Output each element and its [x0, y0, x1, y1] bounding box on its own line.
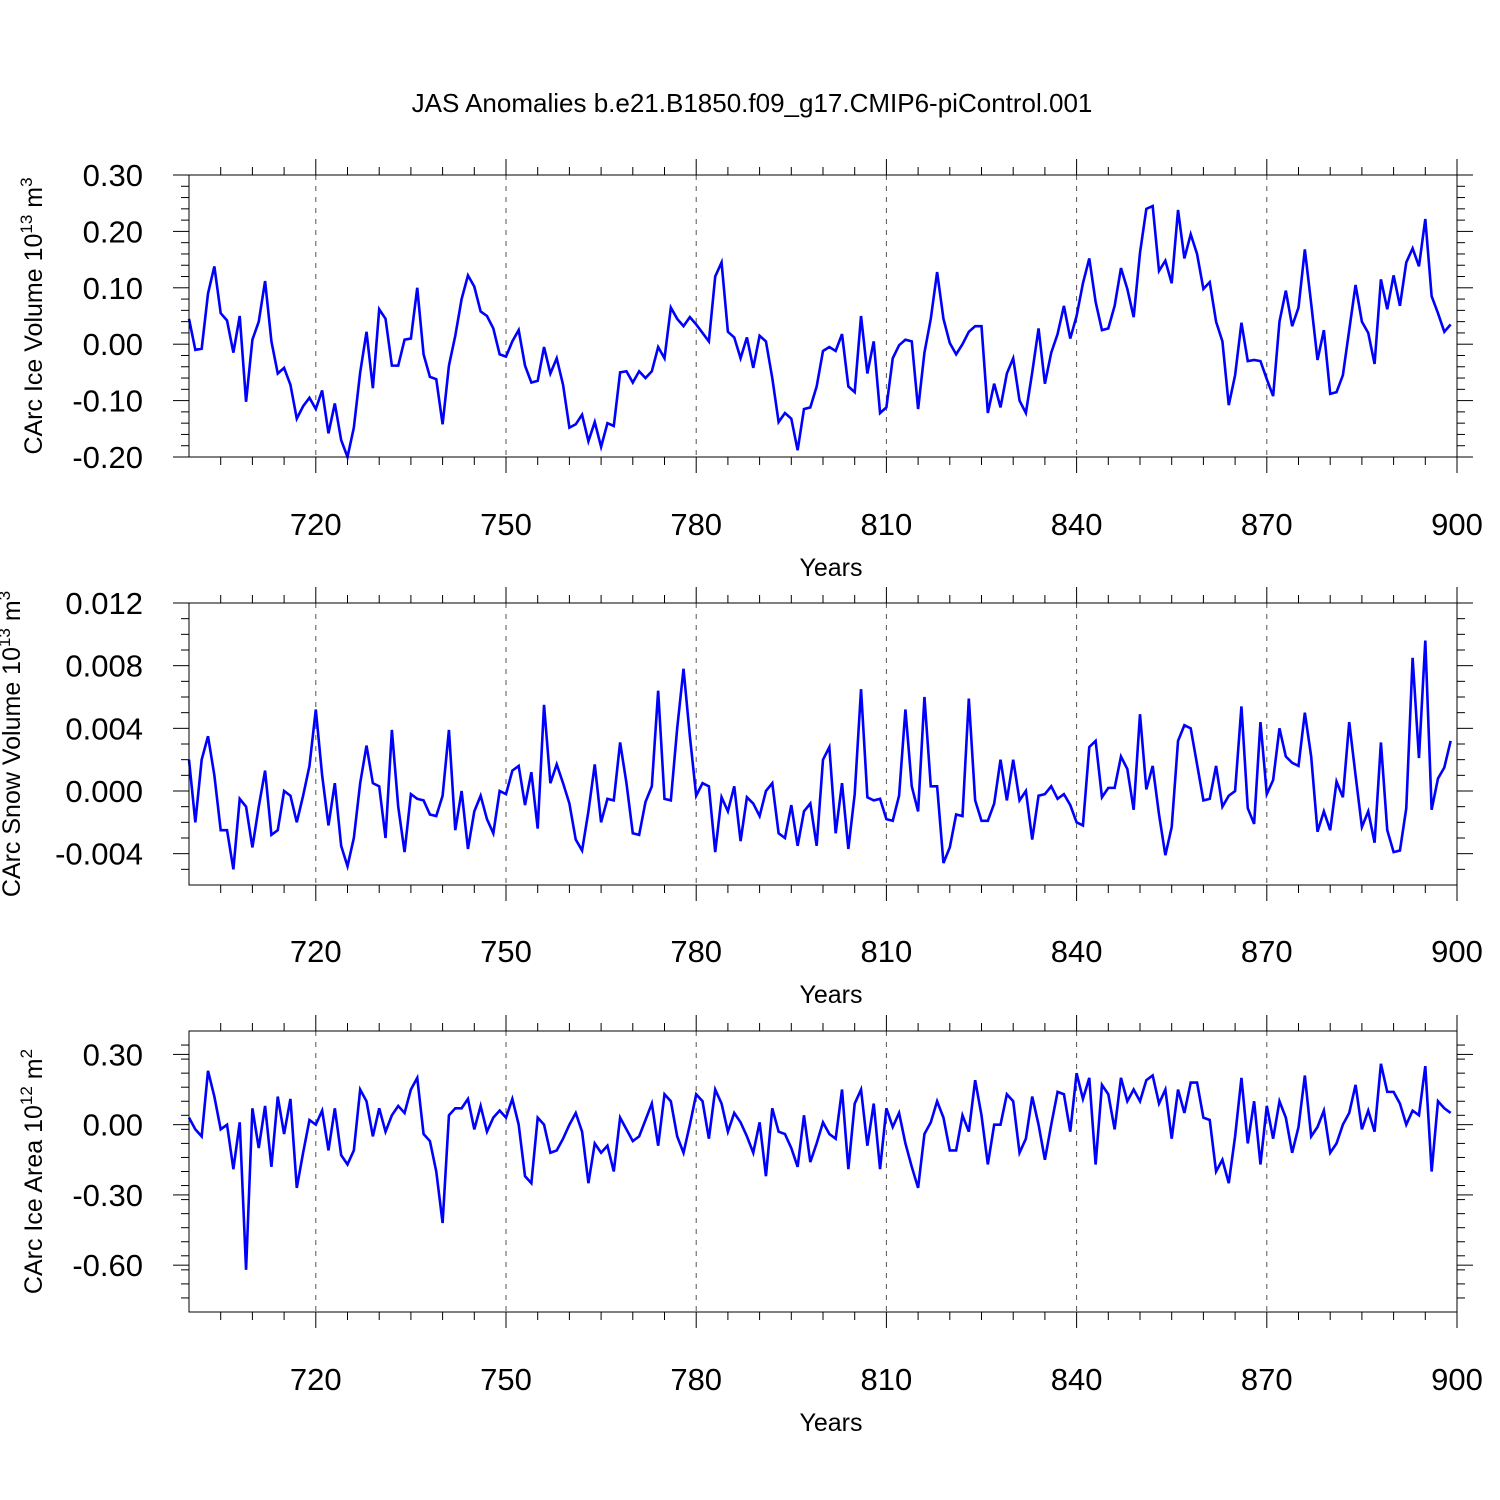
y-tick-label: 0.30 [83, 1037, 143, 1072]
y-tick-label: -0.10 [72, 384, 143, 419]
x-tick-label: 780 [670, 934, 722, 969]
series-line-ice_area [187, 1063, 1452, 1270]
y-tick-label: -0.004 [55, 837, 143, 872]
series-line-snow_volume [187, 640, 1452, 872]
y-axis-label-text: m [20, 1058, 48, 1086]
x-tick-label: 750 [480, 507, 532, 542]
y-axis-label-text: m [0, 600, 26, 628]
y-axis-label-text: CArc Snow Volume 10 [0, 647, 26, 897]
x-tick-label: 810 [861, 1362, 913, 1397]
y-axis-label-superscript: 13 [0, 628, 14, 647]
panel-ice_area: 0.30 0.00 -0.30 -0.60 720 750 780 810 840 870 900 Y… [17, 1015, 1483, 1437]
x-tick-label: 840 [1051, 507, 1103, 542]
y-tick-label: 0.004 [65, 711, 143, 746]
y-tick-label: 0.10 [83, 271, 143, 306]
y-axis-label: CArc Ice Area 1012 m2 [17, 1049, 48, 1294]
y-tick-label: 0.30 [83, 158, 143, 193]
x-axis-label: Years [799, 554, 862, 582]
series-line-ice_volume [187, 204, 1452, 462]
x-tick-label: 870 [1241, 934, 1293, 969]
x-axis-label: Years [799, 981, 862, 1009]
y-axis-label: CArc Snow Volume 1013 m3 [0, 591, 26, 897]
x-tick-label: 900 [1431, 1362, 1483, 1397]
y-axis-label-superscript: 12 [17, 1086, 36, 1105]
y-tick-label: 0.00 [83, 327, 143, 362]
x-tick-label: 870 [1241, 1362, 1293, 1397]
x-tick-label: 870 [1241, 507, 1293, 542]
x-tick-label: 750 [480, 1362, 532, 1397]
x-tick-label: 810 [861, 934, 913, 969]
plot-frame [188, 602, 1458, 886]
x-tick-label: 720 [290, 1362, 342, 1397]
panel-ice_volume: 0.30 0.20 0.10 0.00 -0.10 -0.20 720 750 780 810 84… [17, 158, 1483, 582]
y-axis-label-text: CArc Ice Volume 10 [20, 234, 48, 455]
panel-snow_volume: 0.012 0.008 0.004 0.000 -0.004 720 750 780 810 84… [0, 586, 1483, 1009]
y-tick-label: -0.20 [72, 440, 143, 475]
x-tick-label: 780 [670, 1362, 722, 1397]
plot-frame [188, 174, 1458, 458]
plot-frame [188, 1030, 1458, 1313]
x-tick-label: 840 [1051, 934, 1103, 969]
y-axis-label-superscript: 2 [17, 1049, 36, 1058]
y-axis-label-text: CArc Ice Area 10 [20, 1105, 48, 1294]
y-axis-label-superscript: 3 [0, 591, 14, 600]
x-tick-label: 900 [1431, 934, 1483, 969]
x-tick-label: 720 [290, 507, 342, 542]
x-axis-label: Years [799, 1409, 862, 1437]
x-tick-label: 810 [861, 507, 913, 542]
x-tick-label: 720 [290, 934, 342, 969]
y-axis-label: CArc Ice Volume 1013 m3 [17, 177, 48, 454]
y-tick-label: -0.30 [72, 1178, 143, 1213]
figure-title: JAS Anomalies b.e21.B1850.f09_g17.CMIP6-… [412, 88, 1093, 118]
x-tick-label: 780 [670, 507, 722, 542]
y-tick-label: 0.20 [83, 214, 143, 249]
y-tick-label: 0.008 [65, 649, 143, 684]
y-tick-label: 0.012 [65, 586, 143, 621]
y-tick-label: 0.000 [65, 774, 143, 809]
x-tick-label: 750 [480, 934, 532, 969]
x-tick-label: 840 [1051, 1362, 1103, 1397]
y-tick-label: -0.60 [72, 1248, 143, 1283]
y-axis-label-text: m [20, 187, 48, 215]
y-tick-label: 0.00 [83, 1108, 143, 1143]
x-tick-label: 900 [1431, 507, 1483, 542]
y-axis-label-superscript: 3 [17, 177, 36, 186]
y-axis-label-superscript: 13 [17, 215, 36, 234]
panels: 0.30 0.20 0.10 0.00 -0.10 -0.20 720 750 780 810 84… [0, 158, 1483, 1437]
